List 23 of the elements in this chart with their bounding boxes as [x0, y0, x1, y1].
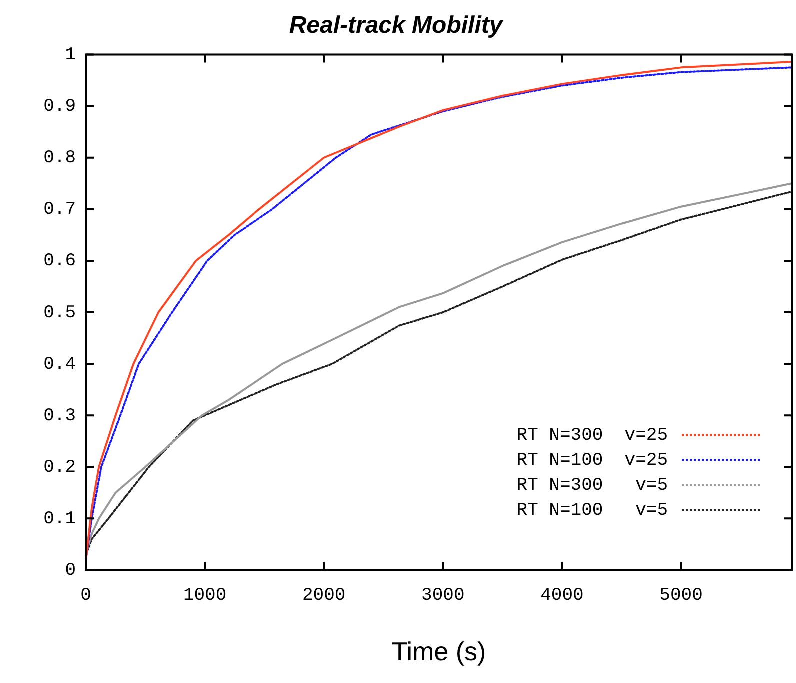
x-tick-label: 5000 [660, 586, 703, 606]
x-tick-label: 1000 [183, 586, 227, 606]
y-tick-label: 0 [65, 560, 76, 581]
legend-label: RT N=300 v=5 [516, 476, 668, 496]
y-tick-label: 0.6 [44, 252, 76, 272]
y-tick-label: 0.5 [44, 303, 76, 324]
x-tick-label: 4000 [540, 586, 584, 606]
chart-title: Real-track Mobility [289, 12, 504, 40]
y-tick-label: 0.3 [44, 406, 76, 426]
legend-label: RT N=100 v=25 [516, 450, 668, 471]
y-tick-label: 0.7 [44, 200, 76, 220]
y-tick-label: 0.1 [44, 509, 76, 530]
legend-label: RT N=300 v=25 [516, 426, 668, 446]
x-tick-label: 0 [80, 586, 92, 606]
y-tick-label: 0.8 [44, 148, 76, 169]
y-tick-label: 1 [65, 46, 76, 66]
x-tick-label: 3000 [422, 586, 465, 606]
y-tick-label: 0.4 [44, 354, 76, 375]
y-tick-label: 0.9 [44, 97, 76, 118]
x-axis-title: Time (s) [392, 636, 486, 667]
y-tick-label: 0.2 [44, 458, 76, 478]
legend-label: RT N=100 v=5 [516, 500, 668, 521]
x-tick-label: 2000 [302, 586, 346, 606]
